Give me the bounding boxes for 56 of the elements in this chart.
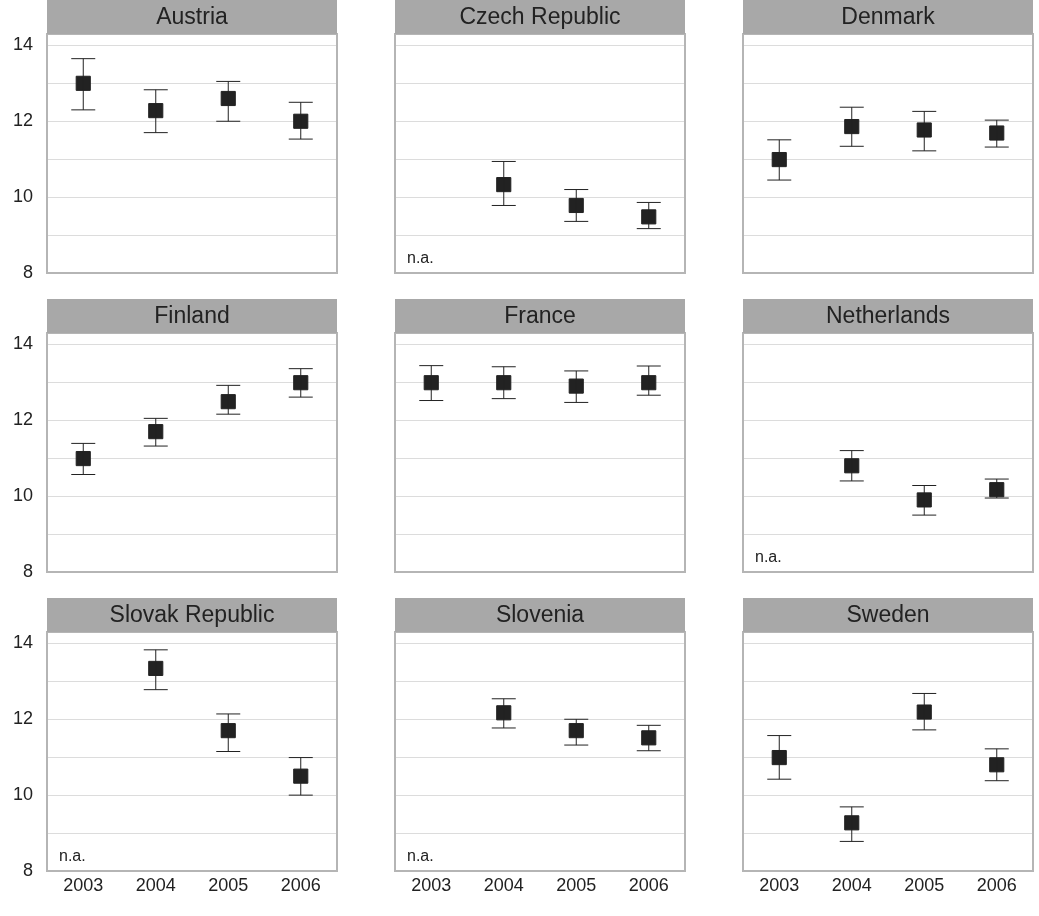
y-tick-label: 12 — [12, 708, 33, 729]
y-tick-label: 14 — [12, 333, 33, 354]
point — [148, 660, 164, 676]
point — [75, 75, 91, 91]
x-tick-label: 2006 — [280, 874, 321, 895]
x-tick-label: 2006 — [628, 874, 669, 895]
point — [916, 704, 932, 720]
point — [916, 122, 932, 138]
point — [771, 152, 787, 168]
annotation: n.a. — [755, 548, 782, 566]
x-tick-label: 2006 — [976, 874, 1017, 895]
chart-title: Netherlands — [825, 302, 951, 329]
point — [220, 90, 236, 107]
chart-title: France — [504, 302, 576, 329]
point — [220, 723, 236, 739]
y-tick-label: 8 — [22, 261, 33, 282]
y-tick-label: 10 — [12, 485, 33, 506]
x-tick-label: 2004 — [135, 874, 176, 895]
y-tick-label: 12 — [12, 110, 33, 131]
y-tick-label: 10 — [12, 784, 33, 805]
point — [148, 103, 164, 119]
chart-title: Sweden — [846, 601, 930, 628]
chart-title: Slovak Republic — [109, 601, 275, 628]
y-tick-label: 12 — [12, 409, 33, 430]
y-tick-label: 8 — [22, 560, 33, 581]
x-tick-label: 2003 — [411, 874, 452, 895]
point — [293, 375, 309, 391]
chart-title: Denmark — [841, 3, 936, 30]
point — [293, 113, 309, 129]
y-tick-label: 8 — [22, 859, 33, 880]
x-tick-label: 2004 — [831, 874, 872, 895]
chart-title: Austria — [156, 3, 228, 30]
y-tick-label: 14 — [12, 34, 33, 55]
y-tick-label: 14 — [12, 632, 33, 653]
point — [844, 118, 860, 135]
point — [293, 768, 309, 784]
y-tick-label: 10 — [12, 186, 33, 207]
annotation: n.a. — [59, 847, 86, 865]
x-tick-label: 2005 — [904, 874, 945, 895]
point — [148, 424, 164, 440]
chart-title: Finland — [154, 302, 230, 329]
annotation: n.a. — [407, 249, 434, 267]
point — [220, 394, 236, 410]
x-tick-label: 2003 — [759, 874, 800, 895]
point — [989, 757, 1005, 773]
chart-title: Czech Republic — [459, 3, 621, 30]
x-tick-label: 2004 — [483, 874, 524, 895]
chart-title: Slovenia — [495, 601, 585, 628]
point — [771, 750, 787, 766]
point — [989, 125, 1005, 141]
x-tick-label: 2005 — [208, 874, 249, 895]
x-tick-label: 2003 — [63, 874, 104, 895]
x-tick-label: 2005 — [556, 874, 597, 895]
point — [844, 815, 860, 831]
point — [75, 451, 91, 467]
annotation: n.a. — [407, 847, 434, 865]
